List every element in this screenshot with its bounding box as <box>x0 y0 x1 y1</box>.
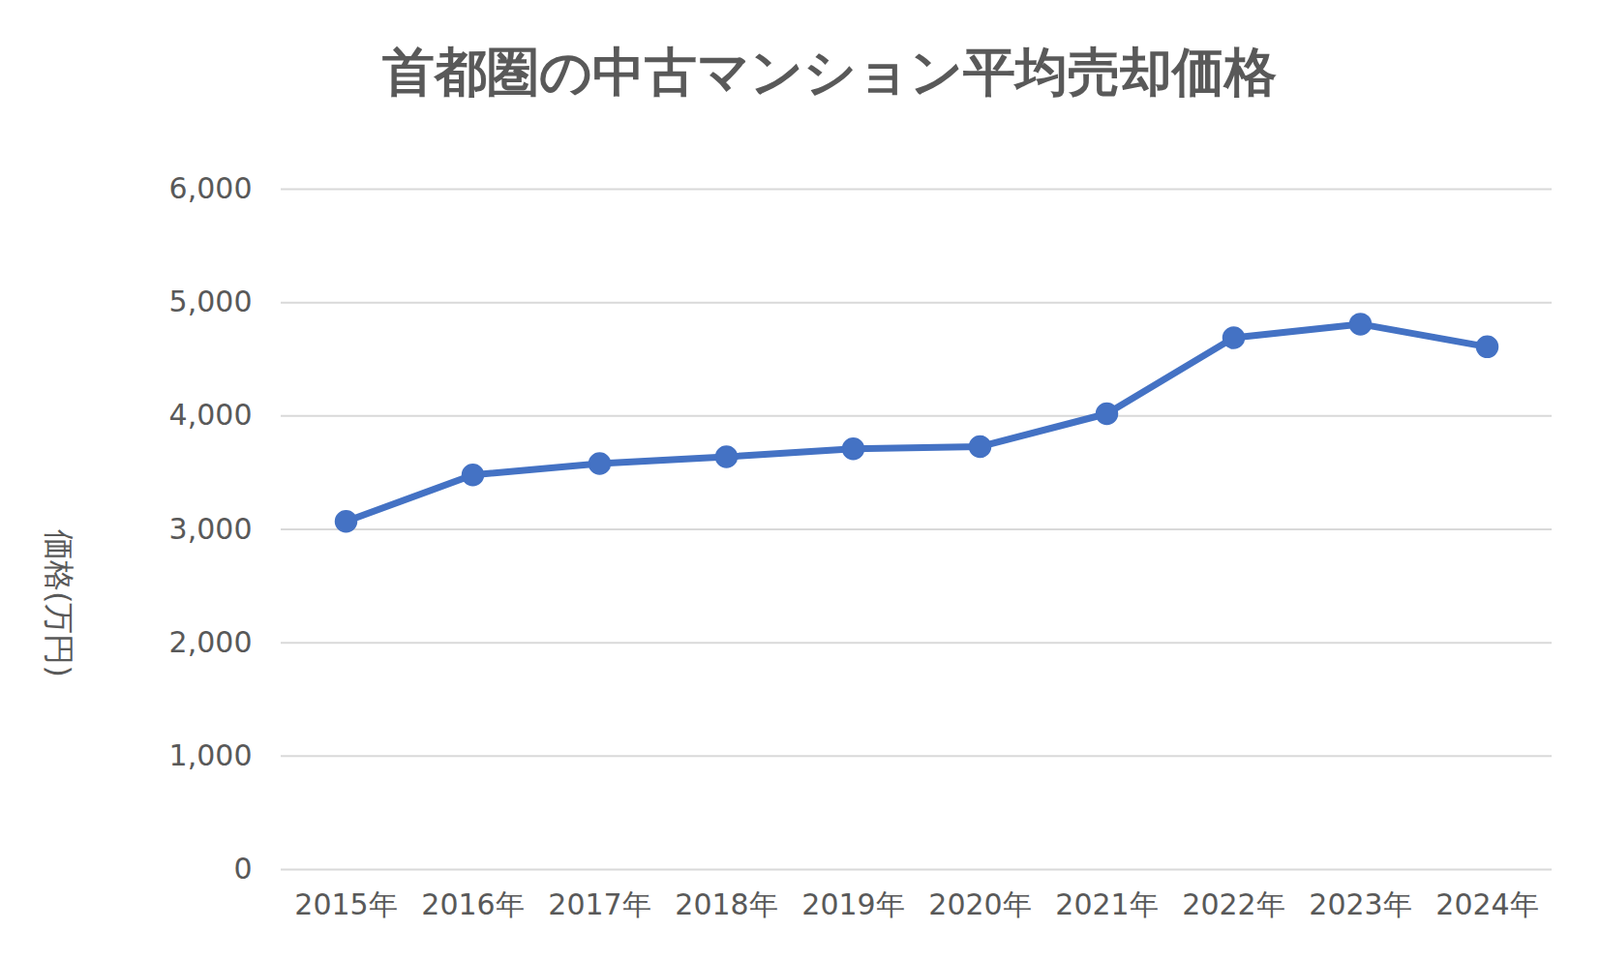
svg-text:2018年: 2018年 <box>674 887 778 922</box>
svg-text:0: 0 <box>233 851 252 886</box>
svg-text:2023年: 2023年 <box>1308 887 1412 922</box>
svg-text:2022年: 2022年 <box>1181 887 1285 922</box>
svg-text:2019年: 2019年 <box>801 887 905 922</box>
svg-text:1,000: 1,000 <box>169 738 253 773</box>
svg-text:2021年: 2021年 <box>1055 887 1158 922</box>
svg-text:4,000: 4,000 <box>169 397 253 432</box>
html-text:首都圏の中古マンション平均売却価格: 首都圏の中古マンション平均売却価格 <box>381 41 1277 103</box>
svg-text:2015年: 2015年 <box>294 887 397 922</box>
svg-text:2,000: 2,000 <box>169 625 253 660</box>
svg-text:3,000: 3,000 <box>169 512 253 546</box>
svg-text:2020年: 2020年 <box>928 887 1031 922</box>
svg-text:2017年: 2017年 <box>547 887 651 922</box>
svg-text:価格(万円): 価格(万円) <box>40 529 78 678</box>
svg-text:6,000: 6,000 <box>169 171 253 206</box>
svg-text:5,000: 5,000 <box>169 284 253 319</box>
svg-text:2016年: 2016年 <box>421 887 524 922</box>
svg-text:2024年: 2024年 <box>1435 887 1539 922</box>
